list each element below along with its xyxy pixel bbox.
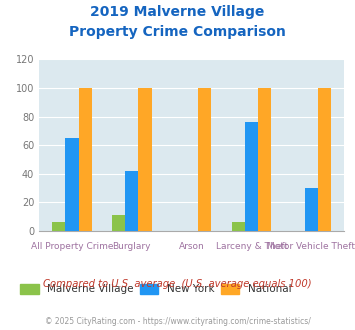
Bar [245,122,258,231]
Text: Motor Vehicle Theft: Motor Vehicle Theft [267,242,355,251]
Text: Arson: Arson [179,242,204,251]
Bar [78,88,92,231]
Text: All Property Crime: All Property Crime [31,242,113,251]
Bar [198,88,212,231]
Bar [318,88,331,231]
Bar [232,222,245,231]
Text: Compared to U.S. average. (U.S. average equals 100): Compared to U.S. average. (U.S. average … [43,279,312,289]
Bar [125,171,138,231]
Text: 2019 Malverne Village: 2019 Malverne Village [90,5,265,19]
Bar [65,138,78,231]
Legend: Malverne Village, New York, National: Malverne Village, New York, National [20,284,291,294]
Bar [138,88,152,231]
Text: Property Crime Comparison: Property Crime Comparison [69,25,286,39]
Bar [52,222,65,231]
Bar [305,188,318,231]
Bar [112,215,125,231]
Text: © 2025 CityRating.com - https://www.cityrating.com/crime-statistics/: © 2025 CityRating.com - https://www.city… [45,317,310,326]
Bar [258,88,271,231]
Text: Larceny & Theft: Larceny & Theft [215,242,288,251]
Text: Burglary: Burglary [113,242,151,251]
